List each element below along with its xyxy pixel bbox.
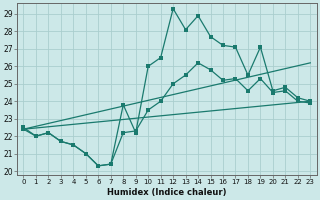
X-axis label: Humidex (Indice chaleur): Humidex (Indice chaleur) — [107, 188, 227, 197]
